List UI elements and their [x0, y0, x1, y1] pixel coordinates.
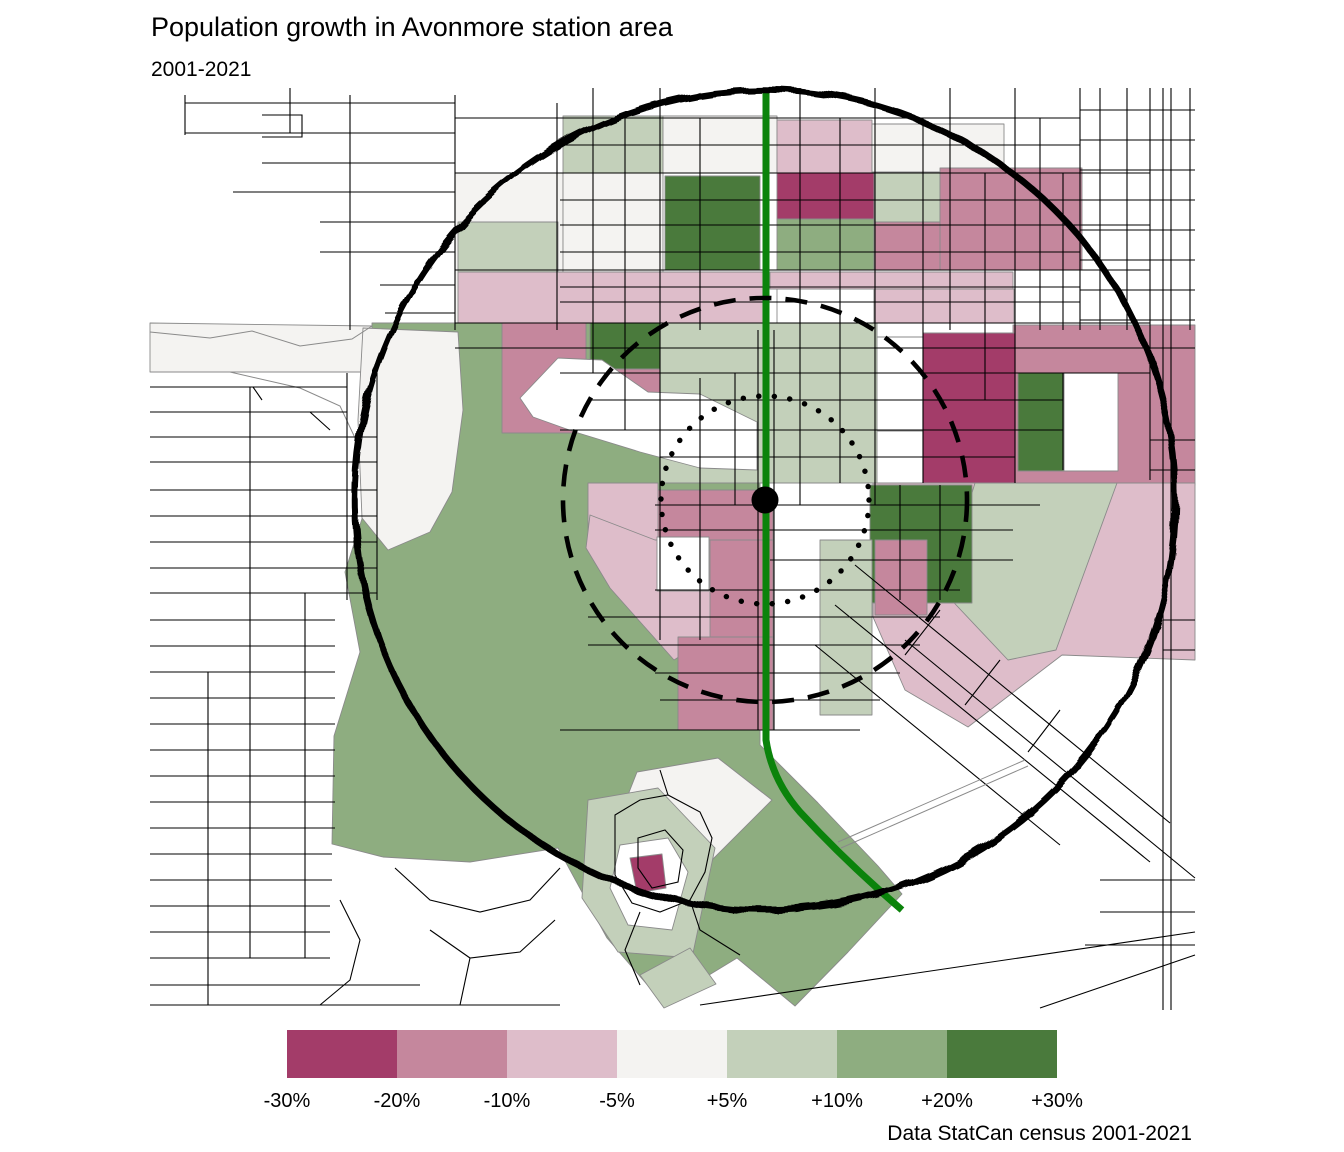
tract — [1063, 372, 1119, 472]
legend-swatch — [727, 1030, 837, 1078]
tract — [922, 332, 1016, 484]
tract — [1017, 372, 1065, 472]
road-network — [149, 88, 1196, 1010]
roads-central — [560, 325, 1064, 731]
rail-corridor-pair — [837, 759, 1029, 849]
tract — [873, 172, 941, 223]
page-title: Population growth in Avonmore station ar… — [151, 12, 673, 42]
tract — [677, 636, 774, 731]
tract — [873, 288, 1015, 324]
tract — [707, 539, 774, 638]
legend-bar — [287, 1030, 1057, 1078]
legend-tick-label: -20% — [373, 1090, 421, 1112]
legend-tick-label: +5% — [706, 1090, 748, 1112]
tract — [629, 853, 667, 894]
legend-swatch — [837, 1030, 947, 1078]
walkshed-rings — [351, 86, 1179, 914]
data-source-caption: Data StatCan census 2001-2021 — [887, 1122, 1192, 1145]
legend: -30% -20% -10% -5% +5% +10% +20% +30% — [264, 1030, 1083, 1116]
legend-swatch — [287, 1030, 397, 1078]
legend-tick-label: -10% — [483, 1090, 531, 1112]
tract — [874, 539, 928, 616]
transit-line — [762, 88, 905, 913]
tract — [562, 172, 664, 273]
tract — [873, 221, 941, 271]
legend-swatch — [617, 1030, 727, 1078]
outer-walkshed-ring — [351, 86, 1179, 914]
tract — [939, 167, 1083, 271]
inner-walkshed-ring — [658, 393, 872, 607]
legend-tick-label: +30% — [1031, 1090, 1083, 1112]
roads-southeast-diagonals — [699, 564, 1196, 1006]
tract — [776, 119, 873, 174]
page-subtitle: 2001-2021 — [151, 58, 252, 81]
legend-tick-label: +20% — [921, 1090, 973, 1112]
legend-tick-label: -5% — [599, 1090, 635, 1112]
tract — [871, 123, 1005, 173]
legend-tick-label: -30% — [263, 1090, 311, 1112]
legend-swatch — [507, 1030, 617, 1078]
legend-swatch — [397, 1030, 507, 1078]
tract — [457, 221, 559, 273]
station-dot — [751, 486, 779, 514]
legend-swatch — [947, 1030, 1057, 1078]
tract — [819, 539, 873, 716]
legend-tick-label: +10% — [811, 1090, 863, 1112]
legend-labels: -30% -20% -10% -5% +5% +10% +20% +30% — [264, 1090, 1083, 1116]
tract — [639, 947, 717, 1009]
tract — [664, 175, 761, 271]
census-tracts — [149, 115, 1196, 1009]
tract — [776, 172, 875, 220]
tract — [457, 271, 764, 324]
roads-south-loops — [319, 769, 741, 1006]
tract — [776, 218, 875, 271]
river-edge-line — [149, 325, 373, 441]
roads-west — [150, 373, 560, 1006]
tract — [149, 322, 377, 373]
middle-walkshed-ring — [560, 295, 970, 705]
